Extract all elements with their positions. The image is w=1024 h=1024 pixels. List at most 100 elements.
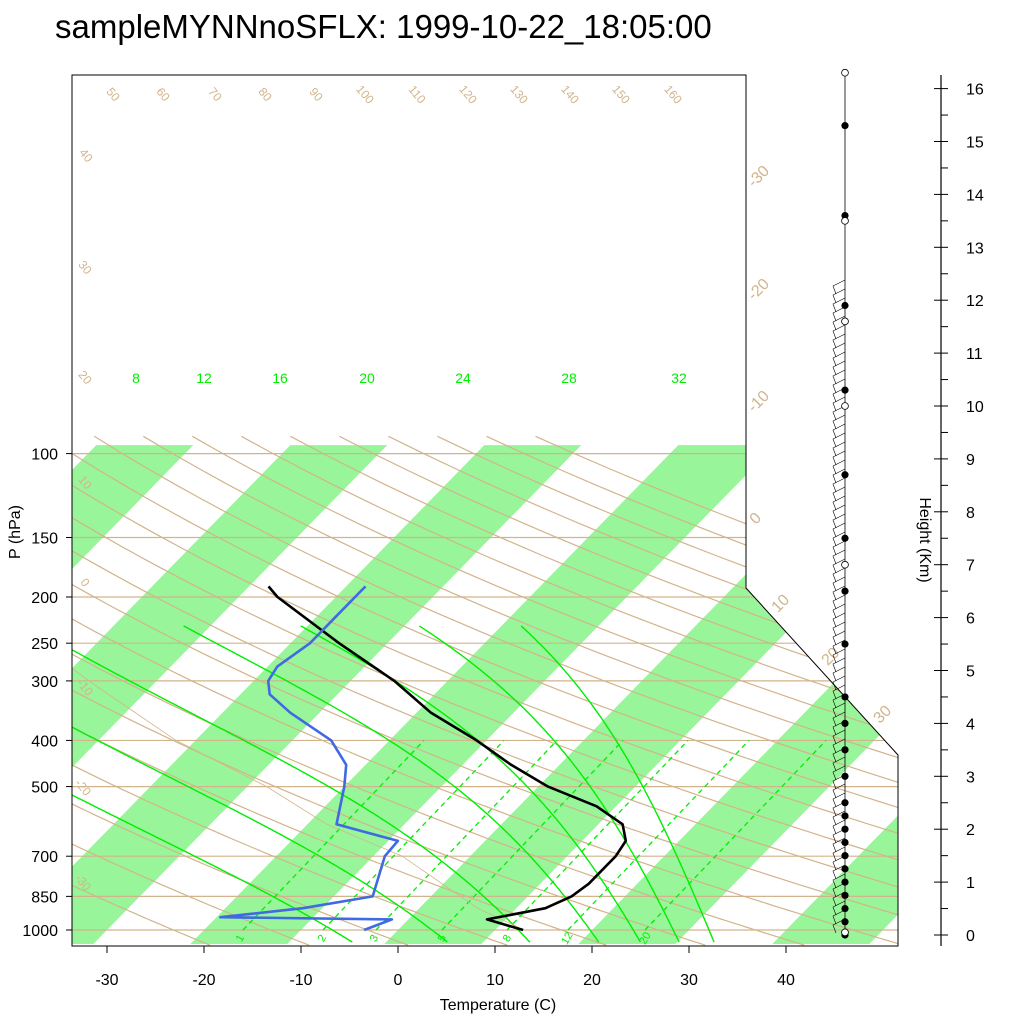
wind-level-marker xyxy=(841,534,849,542)
height-tick-label: 14 xyxy=(966,187,984,204)
sounding-layer xyxy=(72,537,628,932)
isotherm-label: -30 xyxy=(745,163,773,191)
dry-adiabat-line xyxy=(72,435,706,946)
wind-barb xyxy=(832,459,846,475)
height-tick-label: 6 xyxy=(966,611,975,628)
temperature-tick-label: 30 xyxy=(680,972,698,989)
pressure-tick-label: 150 xyxy=(31,530,58,547)
moist-adiabat-label: 20 xyxy=(359,370,375,386)
wind-barb xyxy=(832,288,846,304)
temperature-tick-label: 20 xyxy=(583,972,601,989)
wind-barb xyxy=(832,657,846,673)
pressure-tick-label: 1000 xyxy=(22,923,58,940)
wind-level-open-marker xyxy=(841,560,849,569)
dry-adiabat-label: 120 xyxy=(456,82,480,107)
wind-barb xyxy=(832,612,846,628)
wind-barb xyxy=(832,729,846,745)
wind-level-open-marker xyxy=(841,68,849,77)
mixing-ratio-label: 3 xyxy=(368,933,381,944)
wind-barb xyxy=(832,432,846,448)
wind-barb xyxy=(832,819,846,835)
height-tick-label: 3 xyxy=(966,769,975,786)
wind-level-marker xyxy=(841,825,849,833)
wind-level-marker xyxy=(841,471,849,479)
chart-title: sampleMYNNnoSFLX: 1999-10-22_18:05:00 xyxy=(55,8,712,45)
dry-adiabat-label: 160 xyxy=(661,82,685,107)
height-tick-label: 11 xyxy=(966,346,983,363)
dry-adiabat-line xyxy=(192,435,898,946)
y-axis-title: P (hPa) xyxy=(7,505,24,559)
dry-adiabat-label: 60 xyxy=(153,85,173,104)
height-tick-label: 1 xyxy=(966,875,975,892)
wind-barb xyxy=(832,594,846,610)
wind-barb xyxy=(832,630,846,646)
wind-level-open-marker xyxy=(841,317,849,326)
wind-barb xyxy=(832,504,846,520)
temperature-tick-label: 40 xyxy=(777,972,795,989)
wind-barb xyxy=(832,792,846,808)
wind-barb xyxy=(832,567,846,583)
moist-adiabat-line xyxy=(72,625,353,943)
dry-adiabat-line xyxy=(72,435,310,946)
wind-barb xyxy=(832,747,846,763)
reference-lines-layer xyxy=(72,435,898,946)
wind-level-marker xyxy=(841,587,849,595)
wind-barb xyxy=(832,549,846,565)
moist-adiabat-label: 16 xyxy=(272,370,288,386)
wind-barb xyxy=(832,405,846,421)
dry-adiabat-label: 30 xyxy=(75,258,95,277)
dry-adiabat-label: 90 xyxy=(306,85,326,104)
wind-barb xyxy=(832,486,846,502)
isotherm-label: -10 xyxy=(745,388,773,416)
pressure-tick-label: 100 xyxy=(31,447,58,464)
wind-level-marker xyxy=(841,812,849,820)
wind-level-marker xyxy=(841,772,849,780)
mixing-ratio-label: 2 xyxy=(316,933,329,944)
pressure-tick-label: 250 xyxy=(31,636,58,653)
background-layer xyxy=(72,445,898,944)
wind-barb xyxy=(832,540,846,556)
wind-barb xyxy=(832,576,846,592)
mixing-ratio-label: 5 xyxy=(436,933,449,944)
temperature-tick-label: 10 xyxy=(486,972,504,989)
moist-adiabat-label: 8 xyxy=(132,370,140,386)
wind-barb xyxy=(832,423,846,439)
pressure-tick-label: 200 xyxy=(31,590,58,607)
mixing-ratio-line xyxy=(242,739,425,931)
height-tick-label: 9 xyxy=(966,452,975,469)
height-axis-title: Height (Km) xyxy=(916,497,933,582)
wind-level-marker xyxy=(841,640,849,648)
mixing-ratio-label: 20 xyxy=(637,930,654,947)
wind-level-marker xyxy=(841,386,849,394)
wind-barb xyxy=(832,468,846,484)
wind-barb xyxy=(832,855,846,871)
wind-barb xyxy=(832,648,846,664)
mixing-ratio-label: 1 xyxy=(234,933,247,944)
moist-adiabat-line xyxy=(72,625,531,943)
wind-barb xyxy=(832,585,846,601)
height-tick-label: 4 xyxy=(966,716,975,733)
wind-barb xyxy=(832,306,846,322)
wind-level-marker xyxy=(841,918,849,926)
wind-barb xyxy=(832,702,846,718)
wind-barb xyxy=(832,639,846,655)
height-tick-label: 5 xyxy=(966,664,975,681)
wind-barb xyxy=(832,810,846,826)
height-tick-label: 8 xyxy=(966,505,975,522)
height-tick-label: 2 xyxy=(966,822,975,839)
wind-level-marker xyxy=(841,301,849,310)
wind-barb xyxy=(832,495,846,511)
mixing-ratio-line xyxy=(375,739,558,931)
wind-level-open-marker xyxy=(841,928,849,937)
dry-adiabat-line xyxy=(72,435,898,946)
isotherm-label: 30 xyxy=(871,702,896,727)
height-tick-label: 7 xyxy=(966,558,975,575)
moist-adiabat-line xyxy=(183,625,600,943)
dry-adiabat-label: 130 xyxy=(507,82,531,107)
dry-adiabat-line xyxy=(72,435,211,946)
wind-barb xyxy=(832,738,846,754)
wind-barb xyxy=(832,783,846,799)
wind-barb xyxy=(832,801,846,817)
mixing-ratio-line xyxy=(644,739,827,931)
